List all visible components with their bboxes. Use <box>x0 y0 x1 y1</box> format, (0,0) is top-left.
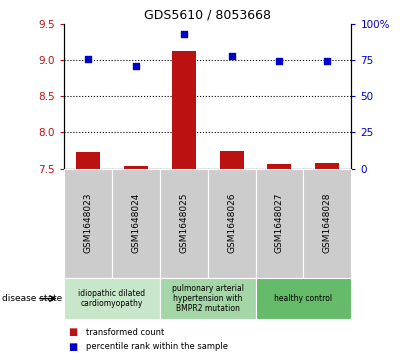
Bar <box>76 152 100 169</box>
Text: GSM1648024: GSM1648024 <box>131 193 140 253</box>
Text: GSM1648028: GSM1648028 <box>323 193 332 253</box>
Bar <box>172 51 196 169</box>
Point <box>132 64 139 69</box>
Text: GSM1648027: GSM1648027 <box>275 193 284 253</box>
Point <box>276 58 283 64</box>
Text: ■: ■ <box>68 327 77 337</box>
Point <box>228 53 235 59</box>
Text: ■: ■ <box>68 342 77 352</box>
Text: healthy control: healthy control <box>275 294 332 303</box>
Bar <box>268 164 291 169</box>
Bar <box>124 166 148 169</box>
Text: percentile rank within the sample: percentile rank within the sample <box>86 342 228 351</box>
Text: GSM1648025: GSM1648025 <box>179 193 188 253</box>
Point <box>84 56 91 62</box>
Bar <box>219 151 243 169</box>
Text: GSM1648023: GSM1648023 <box>83 193 92 253</box>
Bar <box>315 163 339 169</box>
Point <box>324 58 331 64</box>
Text: idiopathic dilated
cardiomyopathy: idiopathic dilated cardiomyopathy <box>78 289 145 308</box>
Text: transformed count: transformed count <box>86 328 164 337</box>
Title: GDS5610 / 8053668: GDS5610 / 8053668 <box>144 8 271 21</box>
Text: pulmonary arterial
hypertension with
BMPR2 mutation: pulmonary arterial hypertension with BMP… <box>171 284 244 314</box>
Text: disease state: disease state <box>2 294 62 303</box>
Point <box>180 32 187 37</box>
Text: GSM1648026: GSM1648026 <box>227 193 236 253</box>
